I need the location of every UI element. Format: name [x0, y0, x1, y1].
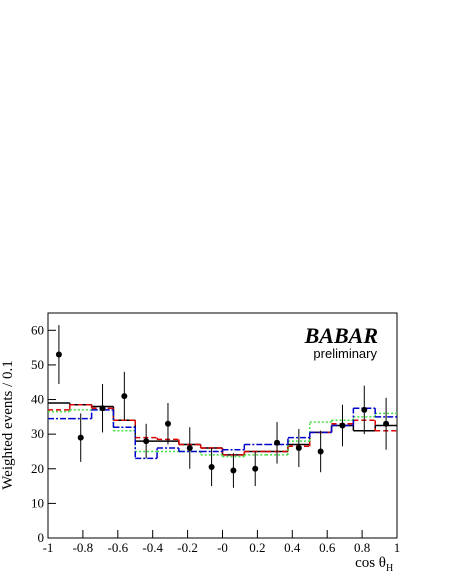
x-tick-label: -0.2: [177, 540, 198, 555]
data-point: [208, 464, 215, 471]
x-tick-label: 0.4: [284, 540, 301, 555]
data-point: [383, 420, 390, 427]
y-axis-label: Weighted events / 0.1: [0, 360, 16, 490]
x-axis-label: cos θ: [355, 555, 386, 571]
x-tick-label: 0.2: [249, 540, 265, 555]
data-point: [77, 434, 84, 441]
data-point: [361, 406, 368, 413]
y-tick-label: 20: [31, 461, 44, 476]
data-point: [295, 445, 302, 451]
data-point: [55, 351, 62, 358]
data-point: [274, 439, 281, 446]
data-point: [252, 465, 259, 472]
y-tick-label: 40: [31, 392, 44, 407]
x-tick-label: -1: [43, 540, 54, 555]
x-tick-label: -0.8: [73, 540, 94, 555]
x-tick-label: -0.4: [142, 540, 163, 555]
x-tick-label: -0.6: [108, 540, 129, 555]
data-point: [186, 445, 193, 451]
x-tick-label: 0.8: [354, 540, 370, 555]
data-point: [121, 393, 128, 400]
x-tick-label: 1: [394, 540, 401, 555]
data-point: [230, 467, 237, 474]
x-tick-label: 0.6: [319, 540, 336, 555]
x-axis-label-sub: H: [386, 563, 393, 574]
y-tick-label: 30: [31, 426, 44, 441]
y-tick-label: 50: [31, 357, 44, 372]
data-point: [339, 422, 346, 429]
data-point: [164, 420, 171, 427]
data-point: [143, 438, 150, 445]
babar-logo: BABAR: [304, 323, 378, 348]
data-point: [99, 405, 106, 412]
y-tick-label: 10: [31, 495, 44, 510]
x-tick-label: -0: [217, 540, 228, 555]
y-tick-label: 60: [31, 322, 44, 337]
y-tick-label: 0: [38, 530, 45, 545]
data-point: [317, 448, 324, 455]
preliminary-label: preliminary: [313, 346, 377, 361]
